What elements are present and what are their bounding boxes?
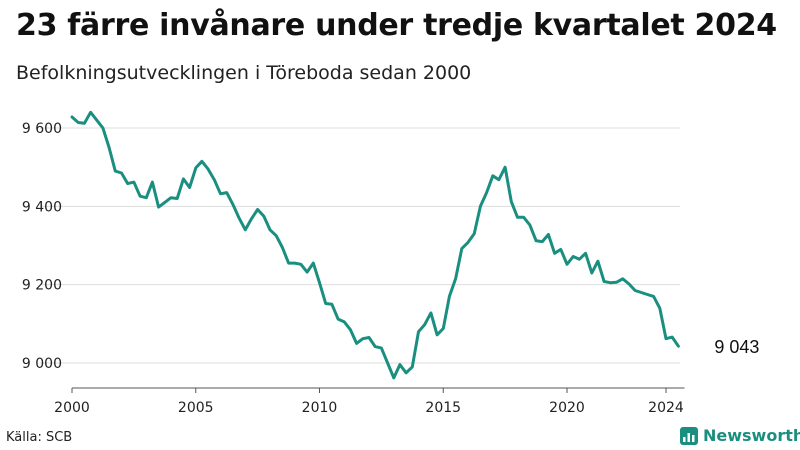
source-note: Källa: SCB [6, 430, 73, 445]
y-tick-label: 9 200 [22, 278, 62, 294]
data-labels: 9 043 [714, 337, 759, 357]
end-value-label: 9 043 [714, 337, 759, 357]
x-tick-label: 2010 [302, 400, 338, 416]
x-tick-label: 2020 [549, 400, 585, 416]
chart-title: 23 färre invånare under tredje kvartalet… [16, 8, 777, 43]
y-tick-label: 9 000 [22, 356, 62, 372]
y-tick-label: 9 400 [22, 199, 62, 215]
x-tick-label: 2005 [178, 400, 214, 416]
x-tick-label: 2015 [425, 400, 461, 416]
gridlines [40, 127, 680, 364]
x-tick-label: 2024 [648, 400, 684, 416]
y-tick-label: 9 600 [22, 121, 62, 137]
brand-logo[interactable]: Newsworthy [680, 426, 800, 445]
brand-name: Newsworthy [703, 426, 800, 445]
y-axis-labels: 9 000 9 200 9 400 9 600 [22, 121, 62, 372]
chart-subtitle: Befolkningsutvecklingen i Töreboda sedan… [16, 62, 472, 84]
x-tick-label: 2000 [54, 400, 90, 416]
x-axis: 2000 2005 2010 2015 2020 2024 [54, 387, 685, 416]
bar-chart-logo-icon [680, 426, 698, 445]
series-line [70, 110, 680, 380]
series-lines [70, 110, 680, 380]
